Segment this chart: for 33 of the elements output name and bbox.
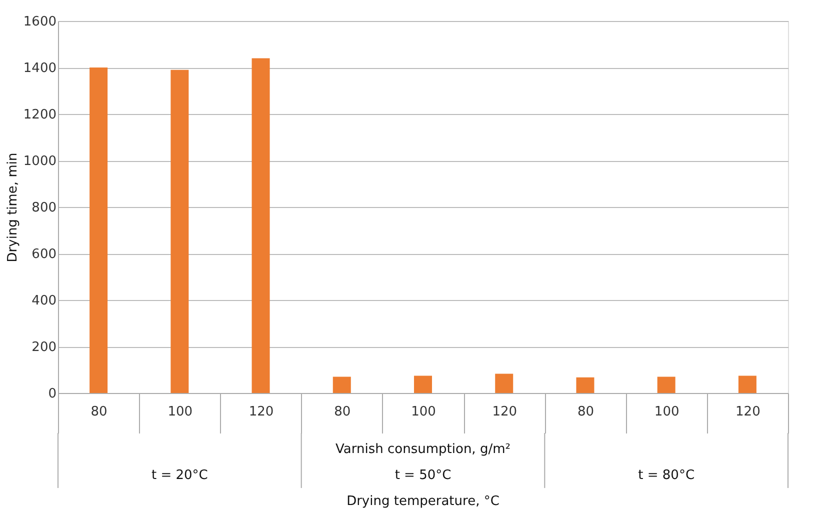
x-tick-label: 80 [577, 404, 594, 420]
x-tick-label: 80 [90, 404, 108, 420]
x-tick-label: 120 [492, 404, 518, 420]
bar [576, 377, 594, 393]
y-tick-label: 1000 [23, 154, 56, 169]
y-tick-label: 600 [32, 247, 56, 262]
bar [495, 374, 514, 393]
y-tick-label: 400 [32, 294, 56, 308]
y-tick-label: 1600 [23, 14, 56, 30]
bar [252, 58, 270, 393]
text: t = 20°C [151, 468, 208, 483]
y-tick-label: 1200 [23, 108, 56, 122]
x-tick-label: 100 [411, 404, 436, 420]
text: t = 50°C [394, 468, 452, 483]
y-tick-label: 800 [32, 200, 56, 216]
x-tick-label: 80 [334, 404, 351, 420]
bar [414, 376, 432, 393]
text: Varnish consumption, g/m² [336, 442, 510, 457]
y-tick-label: 200 [32, 340, 56, 355]
text: Drying temperature, °C [346, 494, 500, 509]
x-tick-label: 100 [168, 404, 193, 420]
x-tick-label: 120 [248, 404, 274, 420]
x-tick-label: 120 [736, 404, 760, 420]
x-tick-label: 100 [654, 404, 680, 420]
bar [170, 70, 189, 393]
y-tick-label: 0 [48, 386, 56, 402]
y-tick-label: 1400 [23, 61, 56, 76]
bar [738, 376, 756, 393]
bar [657, 376, 676, 393]
y-axis-title: Drying time, min [5, 152, 20, 262]
bar [332, 376, 351, 393]
bar [90, 68, 108, 393]
text: t = 80°C [638, 468, 695, 483]
